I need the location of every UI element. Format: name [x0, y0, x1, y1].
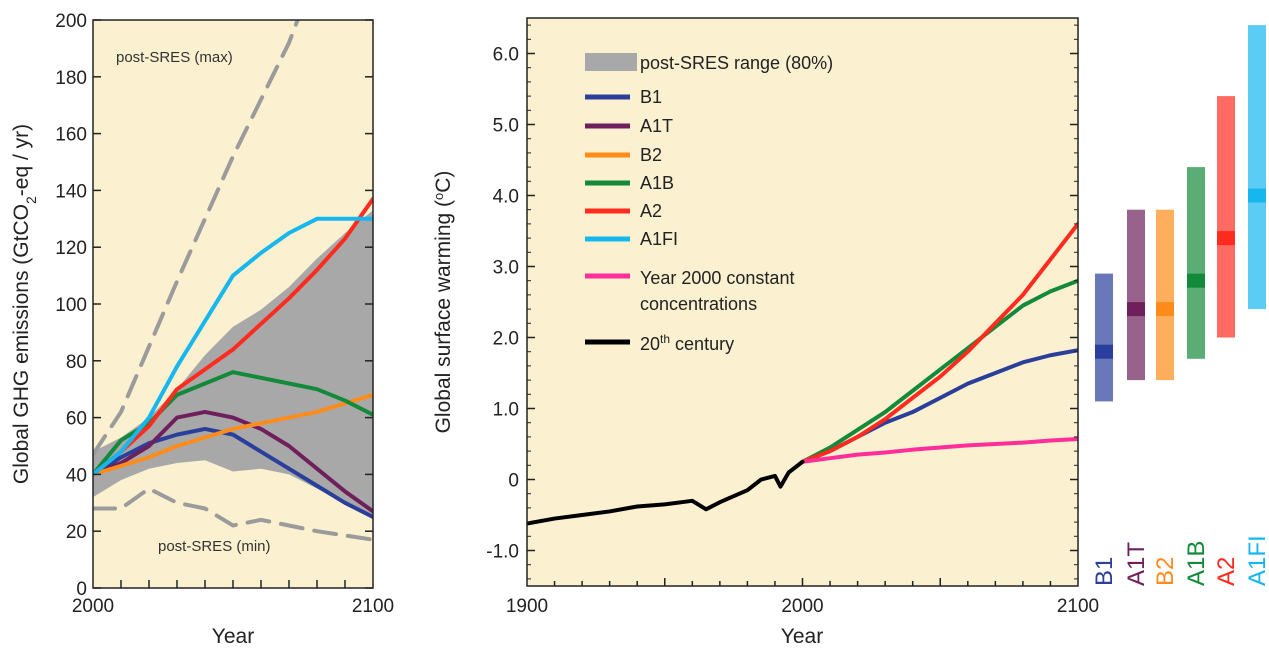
warming-y-tick-label: 1.0 — [493, 400, 519, 421]
warming-y-tick-label: 3.0 — [493, 258, 519, 279]
warming-x-tick-label: 2100 — [1057, 596, 1099, 617]
warming-line-a1b — [800, 278, 1078, 464]
range-bar-label-b2: B2 — [1152, 557, 1179, 586]
legend-swatch-range — [585, 53, 637, 71]
legend-label-b2: B2 — [640, 145, 662, 165]
warming-line-year-2000-constant-concentrations — [800, 437, 1078, 464]
emissions-y-tick-label: 100 — [55, 295, 87, 316]
best-estimate-a1t — [1127, 302, 1145, 317]
best-estimate-a1b — [1187, 273, 1205, 288]
emissions-y-tick-label: 140 — [55, 181, 87, 202]
emissions-chart: 0 20 40 60 80 100 120 140 160 180 200 2000 2100 post… — [10, 11, 394, 648]
emissions-y-axis-title: Global GHG emissions (GtCO2-eq / yr) — [10, 124, 39, 484]
legend-label-a2: A2 — [640, 201, 662, 221]
range-bar-label-a1fi: A1FI — [1244, 535, 1269, 586]
warming-x-tick-label: 1900 — [506, 596, 548, 617]
emissions-y-tick-label: 180 — [55, 68, 87, 89]
warming-y-tick-label: -1.0 — [486, 542, 519, 563]
best-estimate-b1 — [1095, 344, 1113, 359]
range-bar-label-a2: A2 — [1213, 557, 1240, 586]
legend-label-a1b: A1B — [640, 173, 674, 193]
post-sres-min-line — [93, 486, 373, 542]
warming-range-bars: B1 A1T B2 A1B A2 A1FI — [1091, 25, 1269, 586]
range-bar-label-b1: B1 — [1091, 557, 1118, 586]
emissions-y-tick-label: 160 — [55, 125, 87, 146]
best-estimate-b2 — [1156, 302, 1174, 317]
range-bar-a2 — [1217, 96, 1235, 338]
legend-label-range: post-SRES range (80%) — [640, 53, 833, 73]
post-sres-max-label: post-SRES (max) — [116, 49, 233, 66]
warming-line-a2 — [800, 221, 1078, 464]
legend-label-constant-2: concentrations — [640, 294, 757, 314]
legend-label-a1fi: A1FI — [640, 229, 678, 249]
warming-y-tick-label: 5.0 — [493, 116, 519, 137]
warming-x-axis-title: Year — [781, 625, 823, 648]
warming-y-tick-label: 6.0 — [493, 45, 519, 66]
warming-chart: -1.0 0 1.0 2.0 3.0 4.0 5.0 6.0 1900 2000 2100 Year… — [431, 17, 1099, 648]
best-estimate-a1fi — [1248, 188, 1266, 203]
warming-x-tick-label: 2000 — [781, 596, 823, 617]
legend-label-20th-century: 20th century — [640, 332, 734, 354]
warming-y-tick-label: 4.0 — [493, 187, 519, 208]
emissions-x-tick-label: 2100 — [352, 596, 394, 617]
warming-y-axis-title: Global surface warming (oC) — [431, 171, 456, 434]
emissions-y-tick-label: 20 — [66, 522, 87, 543]
warming-legend: post-SRES range (80%) B1 A1T B2 A1B A2 A… — [585, 53, 833, 354]
legend-label-a1t: A1T — [640, 116, 673, 136]
best-estimate-a2 — [1217, 231, 1235, 246]
post-sres-max-line — [93, 20, 300, 457]
emissions-x-tick-label: 2000 — [72, 596, 114, 617]
warming-plot-area — [527, 18, 1078, 586]
range-bar-b1 — [1095, 273, 1113, 402]
emissions-x-axis-title: Year — [212, 625, 254, 648]
legend-label-b1: B1 — [640, 87, 662, 107]
emissions-lines — [93, 20, 373, 542]
emissions-ticks: 0 20 40 60 80 100 120 140 160 180 200 2000 2100 — [55, 11, 394, 617]
emissions-line-a1t — [93, 409, 373, 514]
legend-label-constant-1: Year 2000 constant — [640, 268, 794, 288]
emissions-y-tick-label: 120 — [55, 238, 87, 259]
emissions-y-tick-label: 60 — [66, 409, 87, 430]
emissions-y-tick-label: 80 — [66, 352, 87, 373]
range-bar-a1fi — [1248, 25, 1266, 310]
warming-ticks: -1.0 0 1.0 2.0 3.0 4.0 5.0 6.0 1900 2000 2100 — [486, 24, 1099, 617]
emissions-y-tick-label: 200 — [55, 11, 87, 32]
emissions-line-b2 — [93, 392, 373, 477]
emissions-y-tick-label: 0 — [76, 579, 87, 600]
emissions-line-a1fi — [93, 216, 373, 477]
range-bar-b2 — [1156, 209, 1174, 381]
range-bar-a1t — [1127, 209, 1145, 381]
warming-lines — [527, 221, 1078, 526]
warming-y-tick-label: 0 — [508, 471, 519, 492]
post-sres-min-label: post-SRES (min) — [158, 538, 271, 555]
range-bar-label-a1b: A1B — [1183, 541, 1210, 586]
range-bar-a1b — [1187, 167, 1205, 359]
warming-y-tick-label: 2.0 — [493, 329, 519, 350]
warming-line-20th-century — [527, 459, 805, 526]
emissions-line-a2 — [93, 196, 373, 477]
range-bar-label-a1t: A1T — [1123, 542, 1150, 586]
emissions-line-b1 — [93, 426, 373, 519]
emissions-y-tick-label: 40 — [66, 465, 87, 486]
